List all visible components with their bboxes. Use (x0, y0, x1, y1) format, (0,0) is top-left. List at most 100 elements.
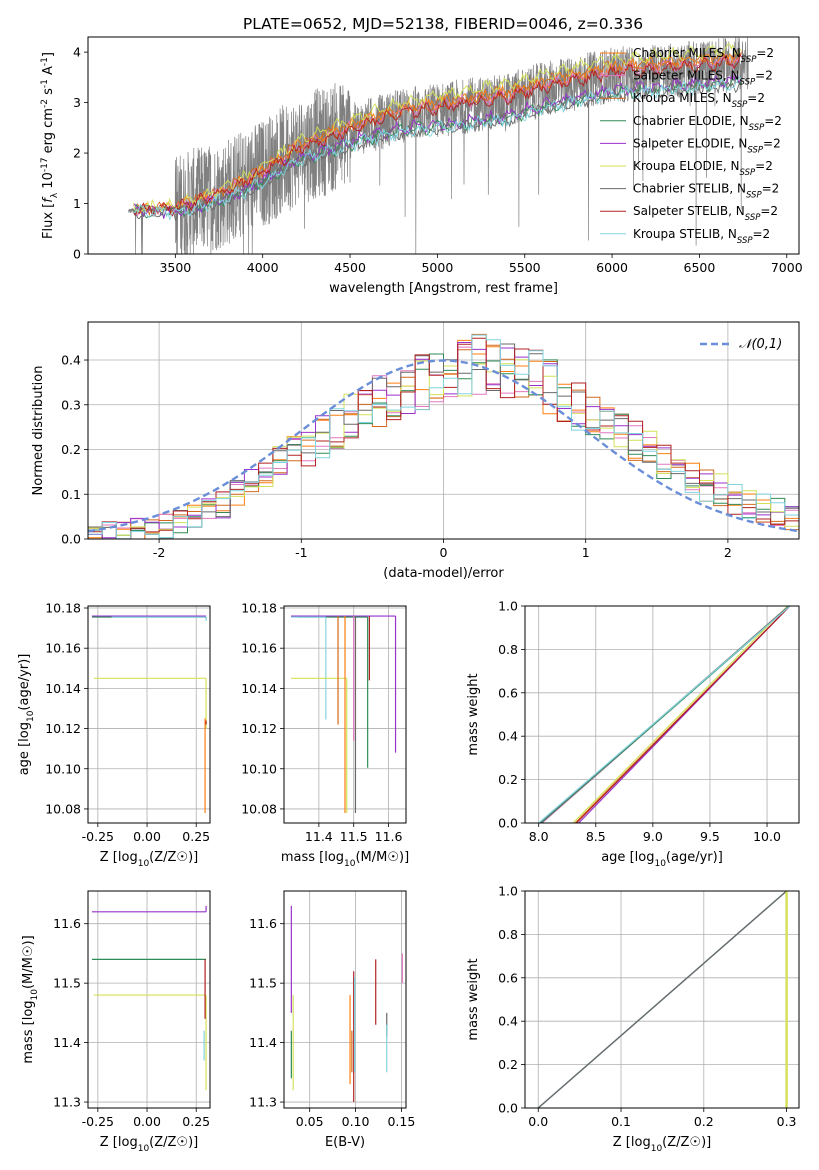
x-tick-label: 6500 (684, 260, 716, 275)
y-tick-label: 11.3 (249, 1095, 277, 1110)
y-tick-label: 10.16 (45, 641, 81, 656)
y-tick-label: 10.08 (241, 801, 277, 816)
figure-title: PLATE=0652, MJD=52138, FIBERID=0046, z=0… (243, 15, 643, 33)
x-tick-label: 9.0 (643, 829, 663, 844)
y-tick-label: 0.4 (498, 729, 518, 744)
y-tick-label: 0.1 (61, 487, 81, 502)
model-spectrum-line (132, 77, 742, 219)
plot-area (91, 615, 207, 813)
cumulative-mass-line (575, 606, 791, 823)
x-tick-label: 5500 (509, 260, 541, 275)
x-axis-label: wavelength [Angstrom, rest frame] (329, 281, 558, 296)
y-tick-label: 11.6 (249, 916, 277, 931)
y-tick-label: 11.5 (53, 976, 81, 991)
legend-label: Salpeter STELIB, NSSP=2 (633, 204, 778, 223)
y-tick-label: 0.6 (498, 970, 518, 985)
y-tick-label: 10.18 (45, 601, 81, 616)
y-tick-label: 1 (73, 196, 81, 211)
y-axis-label: age [log10(age/yr)] (17, 654, 36, 776)
y-tick-label: 11.4 (249, 1035, 277, 1050)
y-tick-label: 11.4 (53, 1035, 81, 1050)
y-tick-label: 10.14 (241, 681, 277, 696)
x-tick-label: 0.3 (777, 1114, 797, 1129)
legend-label: Kroupa MILES, NSSP=2 (633, 91, 765, 110)
x-tick-label: 0.25 (182, 829, 210, 844)
x-tick-label: 8.5 (586, 829, 606, 844)
x-tick-label: 11.5 (340, 829, 368, 844)
plot-area (91, 905, 207, 1091)
y-tick-label: 11.5 (249, 976, 277, 991)
y-tick-label: 0.4 (61, 353, 81, 368)
legend-label: 𝒩(0,1) (739, 337, 782, 352)
y-tick-label: 0.2 (498, 772, 518, 787)
cumulative-mass-line (537, 891, 788, 1108)
x-axis-label: Z [log10(Z/Z☉)] (100, 850, 198, 869)
x-tick-label: 9.5 (700, 829, 720, 844)
x-axis-label: Z [log10(Z/Z☉)] (100, 1135, 198, 1154)
y-tick-label: 11.3 (53, 1095, 81, 1110)
legend-label: Chabrier STELIB, NSSP=2 (633, 182, 779, 201)
x-axis-label: Z [log10(Z/Z☉)] (613, 1135, 711, 1154)
x-tick-label: 10.0 (753, 829, 781, 844)
y-tick-label: 1.0 (498, 884, 518, 899)
x-tick-label: -2 (153, 545, 165, 560)
axes-frame (283, 605, 407, 824)
y-tick-label: 0 (73, 247, 81, 262)
axes-frame (524, 605, 800, 824)
y-axis-label: mass weight (466, 958, 481, 1040)
y-tick-label: 2 (73, 146, 81, 161)
plot-area (290, 905, 403, 1103)
x-tick-label: -0.25 (82, 1114, 114, 1129)
grid-lines (88, 891, 210, 1108)
x-tick-label: 4000 (247, 260, 279, 275)
x-tick-label: 11.4 (305, 829, 333, 844)
x-tick-label: 4500 (334, 260, 366, 275)
x-axis-label: E(B-V) (325, 1135, 365, 1150)
x-tick-label: 0.25 (182, 1114, 210, 1129)
y-tick-label: 0.8 (498, 927, 518, 942)
legend-label: Chabrier ELODIE, NSSP=2 (633, 114, 782, 133)
axes-frame (87, 36, 800, 255)
x-tick-label: 0.10 (342, 1114, 370, 1129)
y-tick-label: 10.10 (241, 761, 277, 776)
x-axis-label: age [log10(age/yr)] (601, 850, 723, 869)
x-tick-label: 0.2 (694, 1114, 714, 1129)
plot-area (128, 37, 749, 254)
model-spectrum-line (132, 53, 742, 217)
residual-histogram-step (88, 346, 799, 539)
y-tick-label: 0.0 (498, 1101, 518, 1116)
y-tick-label: 0.4 (498, 1014, 518, 1029)
model-spectrum-line (133, 76, 742, 221)
y-tick-label: 0.2 (61, 442, 81, 457)
plot-area (88, 333, 799, 539)
x-tick-label: 0 (440, 545, 448, 560)
y-tick-label: 4 (73, 45, 81, 60)
x-tick-label: -0.25 (82, 829, 114, 844)
residual-histogram-step (88, 343, 799, 539)
residuals-panel: -2 -1 0 1 2 0.0 0.1 0.2 0.3 0.4 (data-model)/error… (31, 321, 800, 581)
x-tick-label: 3500 (159, 260, 191, 275)
normal-distribution-curve (88, 359, 799, 533)
cumulative-mass-line (572, 606, 789, 823)
x-tick-label: 0.00 (133, 829, 161, 844)
mass-weight-vs-age-panel: 8.0 8.5 9.0 9.5 10.0 0.0 0.2 0.4 0.6 0.8 1.0 age [l… (466, 599, 800, 869)
x-tick-label: 0.1 (611, 1114, 631, 1129)
model-spectrum-line (132, 50, 742, 216)
mass-vs-metallicity-panel: -0.25 0.00 0.25 11.3 11.4 11.5 11.6 Z [log10(Z/… (21, 890, 211, 1154)
x-tick-label: 5000 (421, 260, 453, 275)
x-tick-label: 0.00 (133, 1114, 161, 1129)
age-vs-metallicity-panel: -0.25 0.00 0.25 10.08 10.10 10.12 10.14 10.16 10… (17, 601, 211, 869)
y-tick-label: 1.0 (498, 599, 518, 614)
x-axis-label: (data-model)/error (383, 566, 504, 581)
plot-area (537, 891, 788, 1108)
plot-area (538, 606, 791, 823)
grid-lines (284, 891, 406, 1108)
model-spectrum-line (133, 51, 742, 217)
x-tick-label: 11.6 (375, 829, 403, 844)
axes-frame (283, 890, 407, 1109)
y-tick-label: 10.18 (241, 601, 277, 616)
x-tick-label: 0.15 (387, 1114, 415, 1129)
y-axis-label: Flux [fλ 10-17 erg cm-2 s-1 A-1] (40, 52, 60, 239)
age-vs-mass-panel: 11.4 11.5 11.6 10.08 10.10 10.12 10.14 10.16 10.… (241, 601, 409, 869)
